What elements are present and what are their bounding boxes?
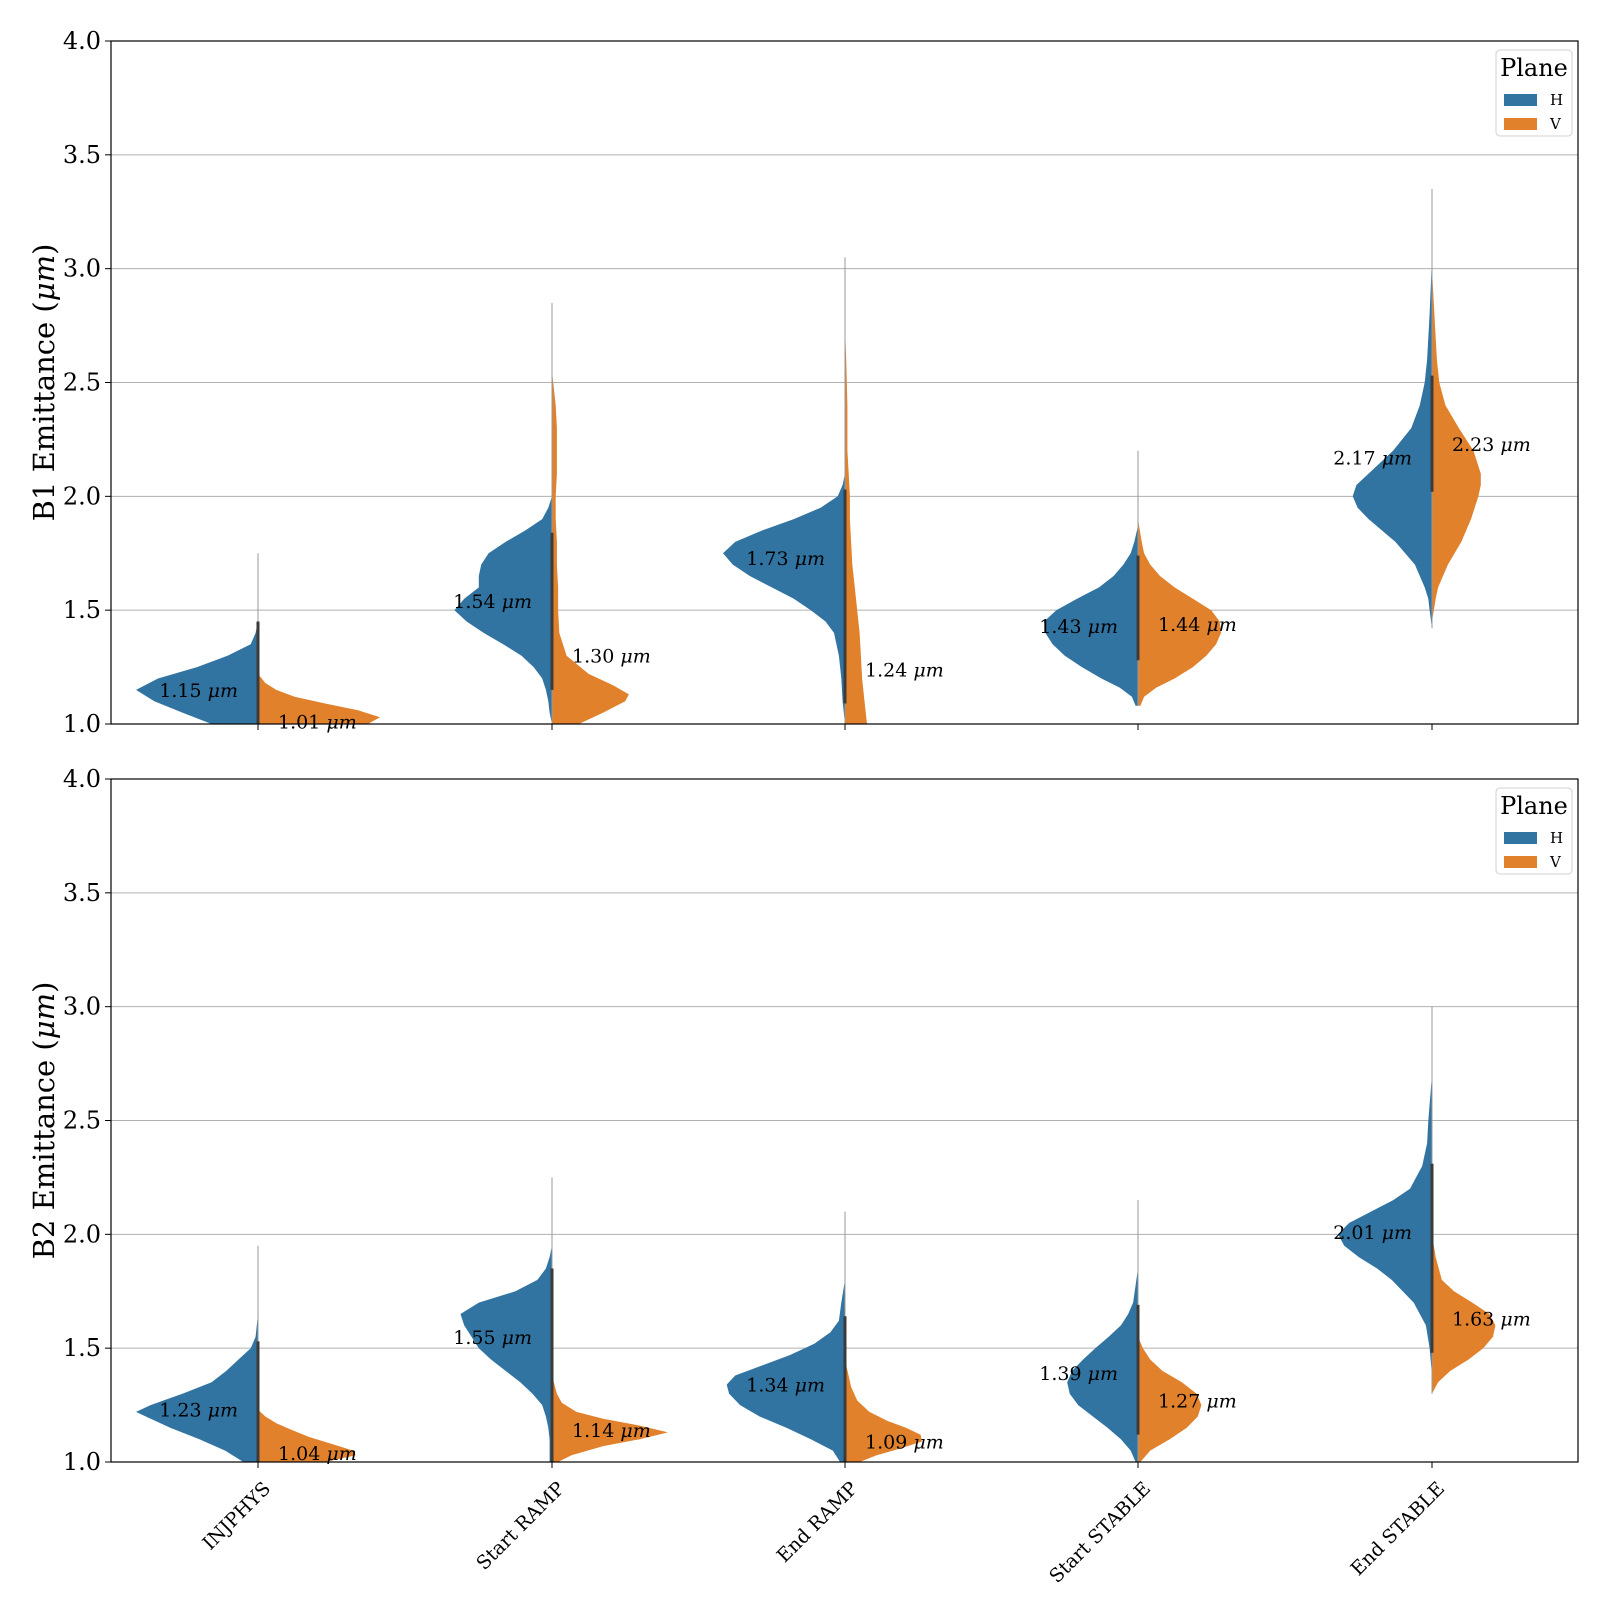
violin-V-3 <box>1138 1336 1202 1462</box>
violin-V-1 <box>552 1375 668 1462</box>
violin-H-1 <box>454 496 552 724</box>
violin-V-2 <box>845 325 867 724</box>
y-tick-label: 4.0 <box>63 27 101 55</box>
legend-box <box>1495 787 1573 875</box>
median-label-V: 1.44 μm <box>1158 614 1237 636</box>
median-label-H: 1.73 μm <box>746 548 825 570</box>
legend: Plane HV <box>1495 49 1573 137</box>
median-label-V: 1.27 μm <box>1158 1391 1237 1413</box>
y-tick-label: 2.0 <box>63 482 101 510</box>
violin-H-3 <box>1067 1268 1138 1462</box>
violin-H-1 <box>460 1245 552 1462</box>
median-label-V: 1.14 μm <box>572 1420 651 1442</box>
legend-swatch-V <box>1504 118 1537 130</box>
x-category-label: End STABLE <box>1347 1478 1450 1581</box>
median-label-H: 1.55 μm <box>453 1327 532 1349</box>
violin-H-0 <box>136 621 258 724</box>
median-label-V: 1.09 μm <box>865 1432 944 1454</box>
legend-swatch-H <box>1504 832 1537 844</box>
plot-frame <box>110 778 1579 1463</box>
median-label-V: 1.63 μm <box>1452 1309 1531 1331</box>
violin-V-0 <box>258 673 380 724</box>
median-label-V: 1.01 μm <box>278 712 357 734</box>
median-label-H: 2.17 μm <box>1333 448 1412 470</box>
y-tick-label: 3.0 <box>63 255 101 283</box>
median-label-V: 1.24 μm <box>865 659 944 681</box>
y-tick-label: 2.5 <box>63 1107 101 1135</box>
median-label-V: 1.04 μm <box>278 1443 357 1465</box>
median-label-H: 1.43 μm <box>1039 616 1118 638</box>
legend-label-V: V <box>1549 853 1562 871</box>
panel-B1: 1.0 1.5 2.0 2.5 3.0 3.5 4.0 1.15 μm 1.54 μm 1.73 … <box>27 27 1579 738</box>
violin-V-3 <box>1138 519 1221 706</box>
y-axis-title: B2 Emittance (μm) <box>27 982 61 1260</box>
y-tick-label: 1.0 <box>63 1448 101 1476</box>
legend-swatch-H <box>1504 94 1537 106</box>
y-tick-label: 1.5 <box>63 596 101 624</box>
violin-V-0 <box>258 1409 356 1462</box>
violin-H-3 <box>1044 525 1138 706</box>
violin-H-2 <box>723 473 845 724</box>
panel-B2: 1.0 1.5 2.0 2.5 3.0 3.5 4.0 1.23 μm 1.55 μm 1.34 … <box>27 765 1579 1588</box>
violin-V-4 <box>1432 1234 1496 1394</box>
violin-H-0 <box>136 1314 258 1462</box>
y-tick-label: 3.5 <box>63 879 101 907</box>
median-label-H: 2.01 μm <box>1333 1222 1412 1244</box>
median-label-V: 1.30 μm <box>572 646 651 668</box>
violin-V-1 <box>552 371 629 724</box>
violin-H-2 <box>726 1279 845 1462</box>
violin-H-4 <box>1338 1074 1432 1376</box>
x-category-label: Start STABLE <box>1045 1478 1155 1588</box>
violin-H-4 <box>1352 257 1432 629</box>
legend-swatch-V <box>1504 856 1537 868</box>
y-axis-title: B1 Emittance (μm) <box>27 244 61 522</box>
violin-V-4 <box>1432 268 1481 622</box>
legend-title: Plane <box>1500 792 1568 820</box>
median-label-V: 2.23 μm <box>1452 434 1531 456</box>
x-category-label: End RAMP <box>773 1477 863 1567</box>
x-category-label: INJPHYS <box>198 1478 275 1555</box>
y-tick-label: 1.5 <box>63 1334 101 1362</box>
y-tick-label: 3.5 <box>63 141 101 169</box>
legend-box <box>1495 49 1573 137</box>
legend-label-H: H <box>1550 829 1563 847</box>
median-label-H: 1.54 μm <box>453 591 532 613</box>
median-label-H: 1.34 μm <box>746 1375 825 1397</box>
median-label-H: 1.39 μm <box>1039 1363 1118 1385</box>
x-category-label: Start RAMP <box>472 1477 569 1574</box>
y-tick-label: 4.0 <box>63 765 101 793</box>
median-label-H: 1.23 μm <box>159 1400 238 1422</box>
violin-V-2 <box>845 1359 922 1462</box>
legend-title: Plane <box>1500 54 1568 82</box>
y-tick-label: 2.5 <box>63 369 101 397</box>
y-tick-label: 3.0 <box>63 993 101 1021</box>
y-tick-label: 1.0 <box>63 710 101 738</box>
legend: Plane HV <box>1495 787 1573 875</box>
median-label-H: 1.15 μm <box>159 680 238 702</box>
legend-label-V: V <box>1549 115 1562 133</box>
legend-label-H: H <box>1550 91 1563 109</box>
y-tick-label: 2.0 <box>63 1220 101 1248</box>
plot-frame <box>110 40 1579 725</box>
